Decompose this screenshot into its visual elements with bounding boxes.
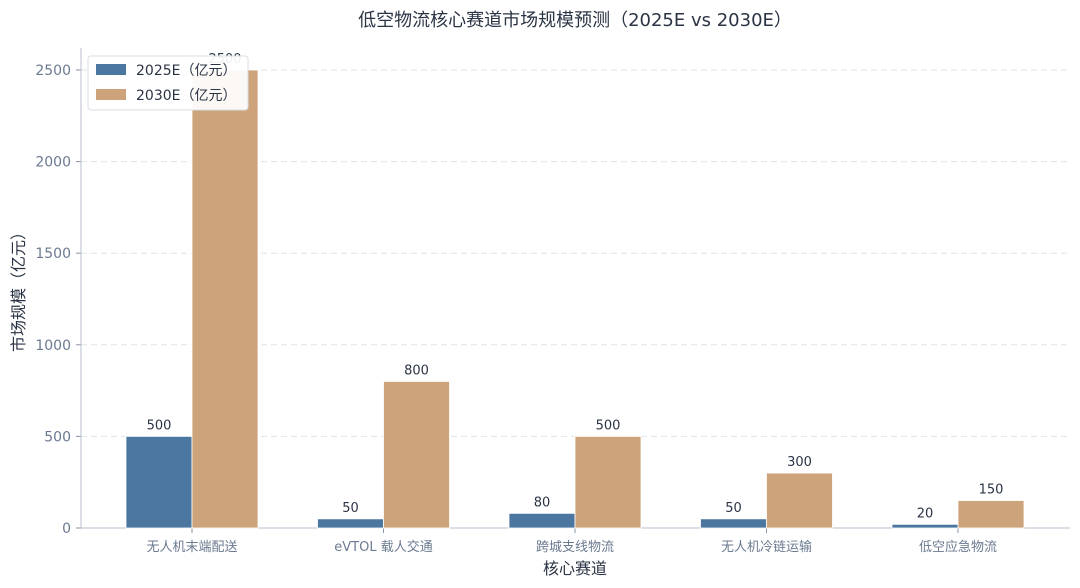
y-tick-label: 2500 [35, 63, 71, 79]
bar-2025e [508, 512, 576, 529]
legend-swatch-2025e [96, 64, 126, 75]
x-tick-label: eVTOL 载人交通 [334, 539, 432, 555]
bar-2030e [383, 381, 450, 529]
bar-2030e [957, 500, 1025, 529]
data-label: 20 [917, 506, 934, 521]
legend-label-2025e: 2025E（亿元） [136, 63, 236, 79]
y-tick-label: 0 [62, 521, 71, 537]
chart-title: 低空物流核心赛道市场规模预测（2025E vs 2030E） [358, 10, 792, 31]
data-label: 150 [979, 483, 1004, 498]
x-tick-label: 跨城支线物流 [536, 540, 614, 555]
bar-2025e [125, 435, 193, 529]
y-tick-label: 1000 [35, 338, 71, 354]
data-label: 50 [725, 501, 742, 516]
y-tick-label: 500 [44, 429, 71, 445]
x-tick-label: 无人机末端配送 [146, 540, 237, 555]
x-tick-label: 无人机冷链运输 [721, 539, 812, 555]
bar-2025e [700, 518, 767, 529]
bar-2030e [191, 69, 259, 529]
y-axis-label: 市场规模（亿元） [9, 224, 28, 352]
legend-label-2030e: 2030E（亿元） [136, 88, 236, 104]
data-label: 300 [787, 455, 812, 470]
legend-swatch-2030e [96, 89, 126, 100]
data-label: 800 [404, 363, 429, 378]
x-tick-label: 低空应急物流 [919, 539, 997, 555]
bar-2025e [317, 518, 384, 529]
y-tick-label: 1500 [35, 246, 71, 262]
bar-2030e [574, 435, 642, 529]
bars [125, 69, 1025, 529]
x-axis-label: 核心赛道 [543, 559, 607, 578]
data-label: 80 [534, 495, 551, 510]
bar-2025e [891, 523, 959, 529]
bar-2030e [766, 472, 833, 529]
legend: 2025E（亿元） 2030E（亿元） [87, 55, 249, 111]
data-label: 50 [342, 501, 359, 516]
y-tick-label: 2000 [35, 155, 71, 171]
legend-box [87, 55, 249, 111]
data-label: 500 [596, 418, 621, 433]
data-label: 500 [147, 418, 172, 433]
